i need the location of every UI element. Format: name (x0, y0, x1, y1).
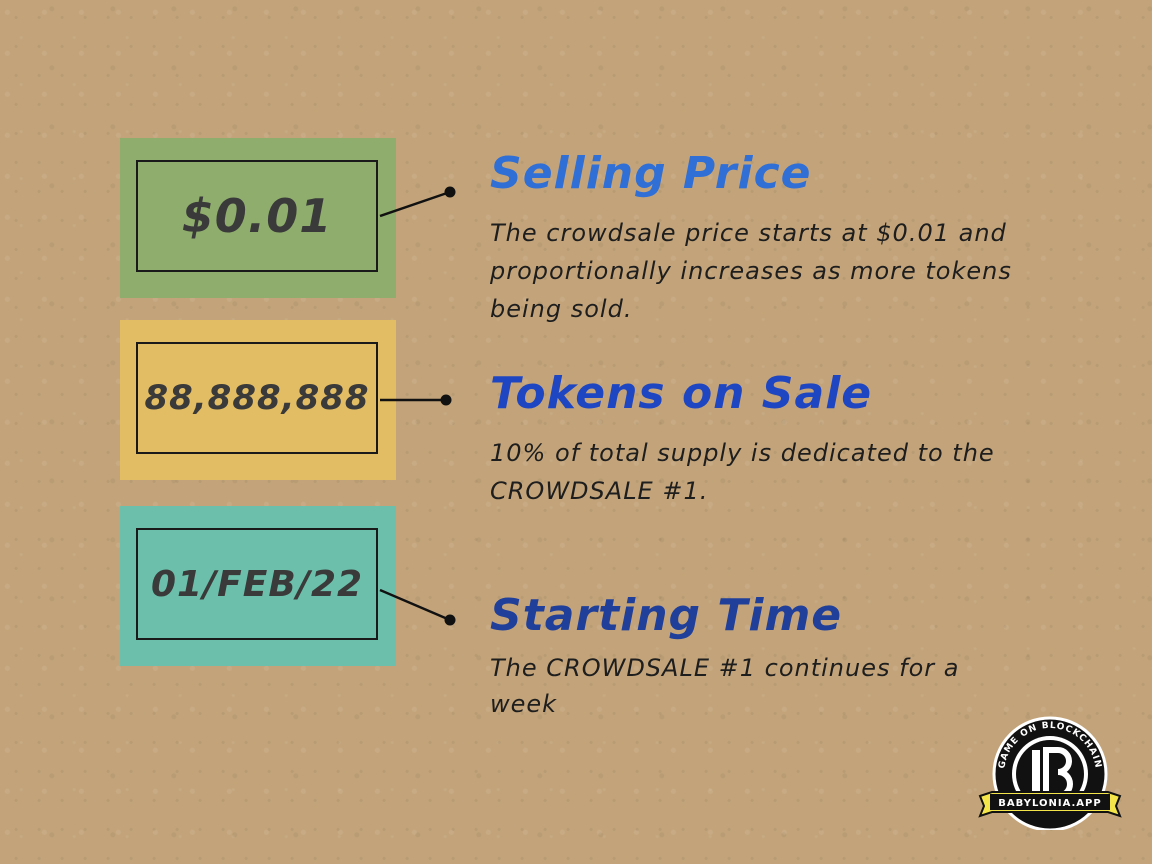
starting-time-description: The CROWDSALE #1 continues for a week (490, 654, 960, 718)
selling-price-title: Selling Price (490, 148, 812, 199)
starting-time-title: Starting Time (490, 590, 843, 641)
connector-line-1 (379, 190, 451, 218)
selling-price-value: $0.01 (136, 160, 378, 272)
babylonia-logo: GAME ON BLOCKCHAIN BABYLONIA.APP (978, 716, 1122, 830)
connector-dot-2 (440, 394, 452, 406)
selling-price-description: The crowdsale price starts at $0.01 and … (490, 219, 1012, 323)
selling-price-panel: $0.01 (120, 138, 396, 298)
starting-time-value: 01/FEB/22 (136, 528, 378, 640)
tokens-on-sale-panel: 88,888,888 (120, 320, 396, 480)
logo-banner-text: BABYLONIA.APP (998, 798, 1101, 809)
connector-dot-1 (444, 186, 456, 198)
starting-time-panel: 01/FEB/22 (120, 506, 396, 666)
connector-line-3 (379, 588, 451, 622)
connector-dot-3 (444, 614, 456, 626)
tokens-on-sale-description: 10% of total supply is dedicated to the … (490, 439, 995, 505)
tokens-on-sale-title: Tokens on Sale (490, 368, 873, 419)
tokens-on-sale-value: 88,888,888 (136, 342, 378, 454)
